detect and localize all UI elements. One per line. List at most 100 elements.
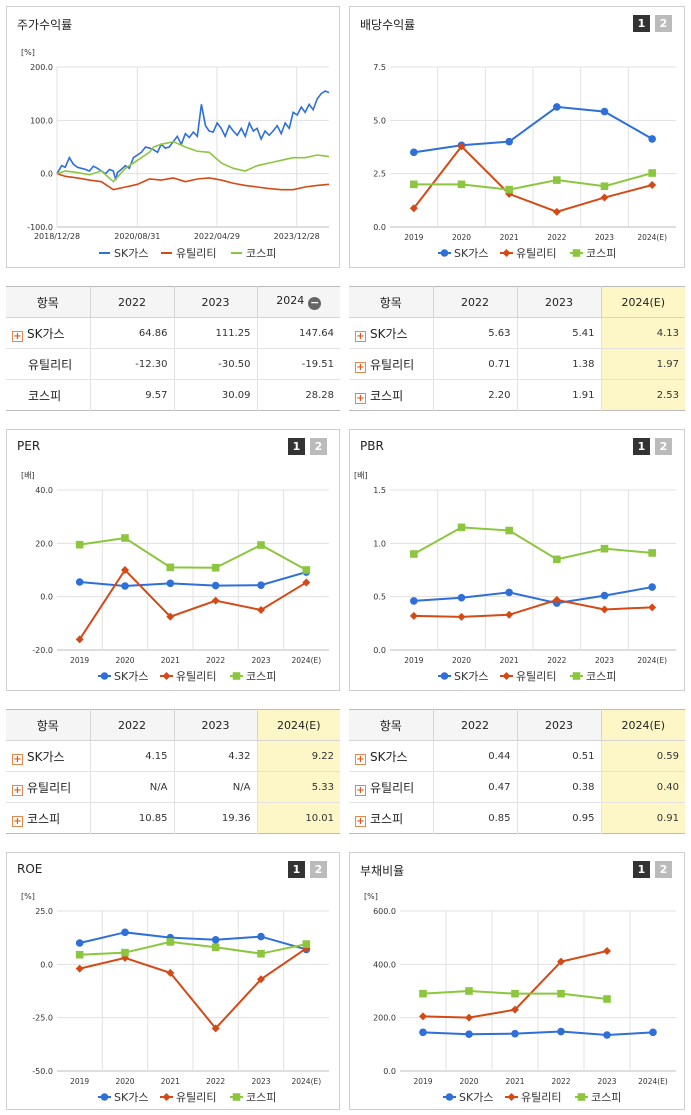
- per-chart: [배]40.0 20.0 0.0 -20.0 2019 2020 2021 2022 2023 2…: [21, 471, 329, 683]
- y-tick-label: 0.0: [40, 960, 53, 969]
- tab-1[interactable]: 1: [288, 438, 305, 455]
- data-point-util: [302, 578, 311, 587]
- x-tick-label: 2022/04/29: [194, 232, 240, 241]
- expand-icon[interactable]: +: [12, 784, 23, 796]
- expand-icon[interactable]: +: [355, 361, 366, 373]
- collapse-icon[interactable]: −: [308, 296, 322, 310]
- expand-icon[interactable]: +: [355, 392, 366, 404]
- data-point-util: [600, 605, 609, 614]
- table-row: + 유틸리티 N/A N/A 5.33: [6, 771, 340, 803]
- x-tick-label: 2020: [115, 656, 134, 665]
- table-header-row: 항목 2022 2023 2024−: [6, 286, 340, 318]
- legend-label-util: 유틸리티: [176, 247, 216, 260]
- table-cell: 0.59: [600, 740, 685, 772]
- x-tick-label: 2019: [70, 1077, 89, 1086]
- expand-icon[interactable]: +: [355, 784, 366, 796]
- tab-2[interactable]: 2: [310, 438, 327, 455]
- data-point-util: [457, 142, 466, 151]
- legend-label-sk: SK가스: [114, 670, 148, 683]
- table-cell: 0.38: [516, 771, 601, 803]
- tab-1[interactable]: 1: [633, 861, 650, 878]
- tab-1[interactable]: 1: [288, 861, 305, 878]
- y-tick-label: 400.0: [373, 960, 396, 969]
- table-cell: -12.30: [89, 348, 174, 380]
- data-point-util: [409, 204, 418, 213]
- series-line-util: [413, 598, 653, 618]
- data-point-util: [419, 1012, 427, 1021]
- table-cell: 111.25: [173, 317, 257, 349]
- y-tick-label: 0.5: [373, 593, 386, 602]
- pbr-table: 항목 2022 2023 2024(E) + SK가스 0.44 0.51 0.5…: [349, 709, 685, 834]
- tab-2[interactable]: 2: [655, 438, 672, 455]
- series-line-sk: [56, 90, 330, 181]
- header-cell: 2024−: [256, 286, 340, 318]
- data-point-kospi: [457, 523, 466, 532]
- table-cell: N/A: [89, 771, 174, 803]
- series-line-util: [413, 144, 653, 213]
- legend-label-util: 유틸리티: [176, 1091, 216, 1104]
- data-point-util: [648, 603, 657, 612]
- data-point-util: [121, 566, 129, 574]
- tab-1[interactable]: 1: [633, 15, 650, 32]
- table-cell: 4.32: [173, 740, 257, 772]
- series-line-sk: [79, 571, 307, 588]
- x-tick-label: 2022: [206, 656, 225, 665]
- data-point-sk: [410, 148, 418, 157]
- table-cell: 0.71: [432, 348, 517, 380]
- panel-title: 배당수익률: [360, 18, 416, 32]
- x-tick-label: 2024(E): [637, 656, 667, 665]
- legend-label-kospi: 코스피: [246, 1091, 276, 1104]
- tab-2[interactable]: 2: [655, 861, 672, 878]
- series-line-kospi: [56, 140, 330, 183]
- y-tick-label: 1.5: [373, 486, 386, 495]
- data-point-kospi: [302, 566, 311, 574]
- tab-2[interactable]: 2: [655, 15, 672, 32]
- legend-label-kospi: 코스피: [586, 247, 616, 260]
- tab-2[interactable]: 2: [310, 861, 327, 878]
- y-tick-label: 5.0: [373, 116, 386, 125]
- data-point-sk: [257, 581, 265, 589]
- data-point-kospi: [166, 938, 175, 946]
- table-cell: 0.40: [600, 771, 685, 803]
- header-cell: 항목: [349, 286, 433, 318]
- table-row: + 코스피 2.20 1.91 2.53: [349, 379, 685, 411]
- data-point-kospi: [457, 180, 466, 189]
- data-point-kospi: [600, 182, 609, 191]
- header-cell: 항목: [349, 709, 433, 741]
- expand-icon[interactable]: +: [355, 753, 366, 765]
- data-point-kospi: [648, 169, 656, 177]
- x-tick-label: 2023: [595, 656, 614, 665]
- tab-1[interactable]: 1: [633, 438, 650, 455]
- expand-icon[interactable]: +: [355, 330, 366, 342]
- header-cell: 2024(E): [600, 286, 685, 318]
- header-cell: 2023: [173, 286, 257, 318]
- legend-swatch-util: [162, 672, 171, 680]
- data-point-kospi: [257, 541, 265, 549]
- legend-swatch-kospi: [232, 672, 241, 680]
- tab-group: 1 2: [633, 861, 672, 878]
- table-cell: 28.28: [256, 379, 340, 411]
- table-cell: 5.63: [432, 317, 517, 349]
- data-point-kospi: [465, 987, 473, 995]
- legend-label-util: 유틸리티: [516, 247, 556, 260]
- data-point-util: [75, 635, 84, 644]
- series-line-util: [79, 947, 307, 1030]
- table-row: + SK가스 4.15 4.32 9.22: [6, 740, 340, 772]
- table-cell: 30.09: [173, 379, 257, 411]
- row-label: 유틸리티: [6, 348, 90, 380]
- expand-icon[interactable]: +: [355, 815, 366, 827]
- row-label: + 코스피: [6, 803, 90, 834]
- debt-ratio-panel: 부채비율 1 2 [%] 600.0 400.0 200.0 0.0 2019 2020 20…: [349, 852, 685, 1110]
- expand-icon[interactable]: +: [12, 815, 23, 827]
- data-point-kospi: [600, 544, 609, 553]
- expand-icon[interactable]: +: [12, 753, 23, 765]
- header-cell: 2023: [516, 709, 601, 741]
- x-tick-label: 2019: [404, 233, 423, 242]
- data-point-util: [409, 611, 418, 620]
- x-tick-label: 2020: [452, 233, 471, 242]
- data-point-sk: [649, 1028, 657, 1037]
- unit-label: [배]: [21, 471, 35, 480]
- expand-icon[interactable]: +: [12, 330, 23, 342]
- y-tick-label: 25.0: [35, 907, 53, 916]
- table-cell: 64.86: [89, 317, 174, 349]
